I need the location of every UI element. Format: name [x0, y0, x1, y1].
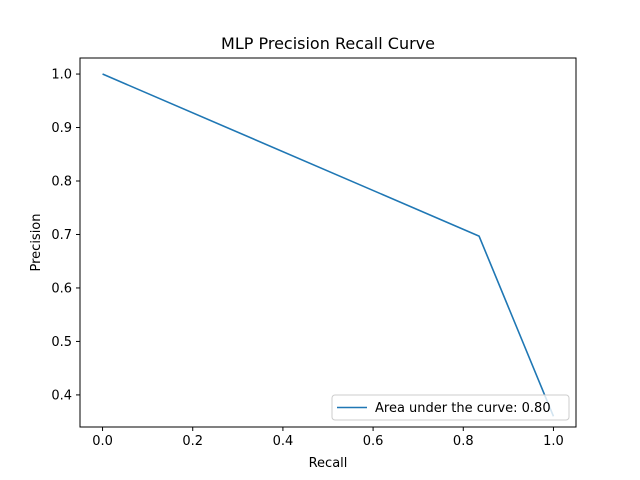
ticks-layer: 0.0 0.2 0.4 0.6 0.8 1.0 0.4 0.5 0.6 0.7 0.8 0.9 1.0 — [51, 68, 563, 449]
x-axis-label: Recall — [309, 456, 348, 471]
series-layer — [102, 73, 555, 417]
x-tick-label: 0.0 — [92, 434, 113, 449]
y-tick-label: 1.0 — [51, 68, 72, 83]
chart-title: MLP Precision Recall Curve — [221, 34, 435, 53]
x-tick-label: 0.8 — [453, 434, 474, 449]
y-tick-label: 0.5 — [51, 335, 72, 350]
y-tick-label: 0.7 — [51, 228, 72, 243]
y-tick-label: 0.8 — [51, 175, 72, 190]
x-tick-label: 1.0 — [543, 434, 564, 449]
legend-label: Area under the curve: 0.80 — [375, 401, 551, 416]
y-tick-label: 0.6 — [51, 281, 72, 296]
series-line — [102, 73, 555, 417]
y-tick-label: 0.9 — [51, 121, 72, 136]
x-tick-label: 0.2 — [182, 434, 203, 449]
y-tick-label: 0.4 — [51, 388, 72, 403]
legend-box — [331, 394, 570, 421]
legend: Area under the curve: 0.80 — [331, 394, 570, 421]
y-axis-label: Precision — [29, 213, 44, 271]
x-tick-label: 0.6 — [363, 434, 384, 449]
plot-frame — [79, 57, 577, 428]
x-tick-label: 0.4 — [273, 434, 294, 449]
